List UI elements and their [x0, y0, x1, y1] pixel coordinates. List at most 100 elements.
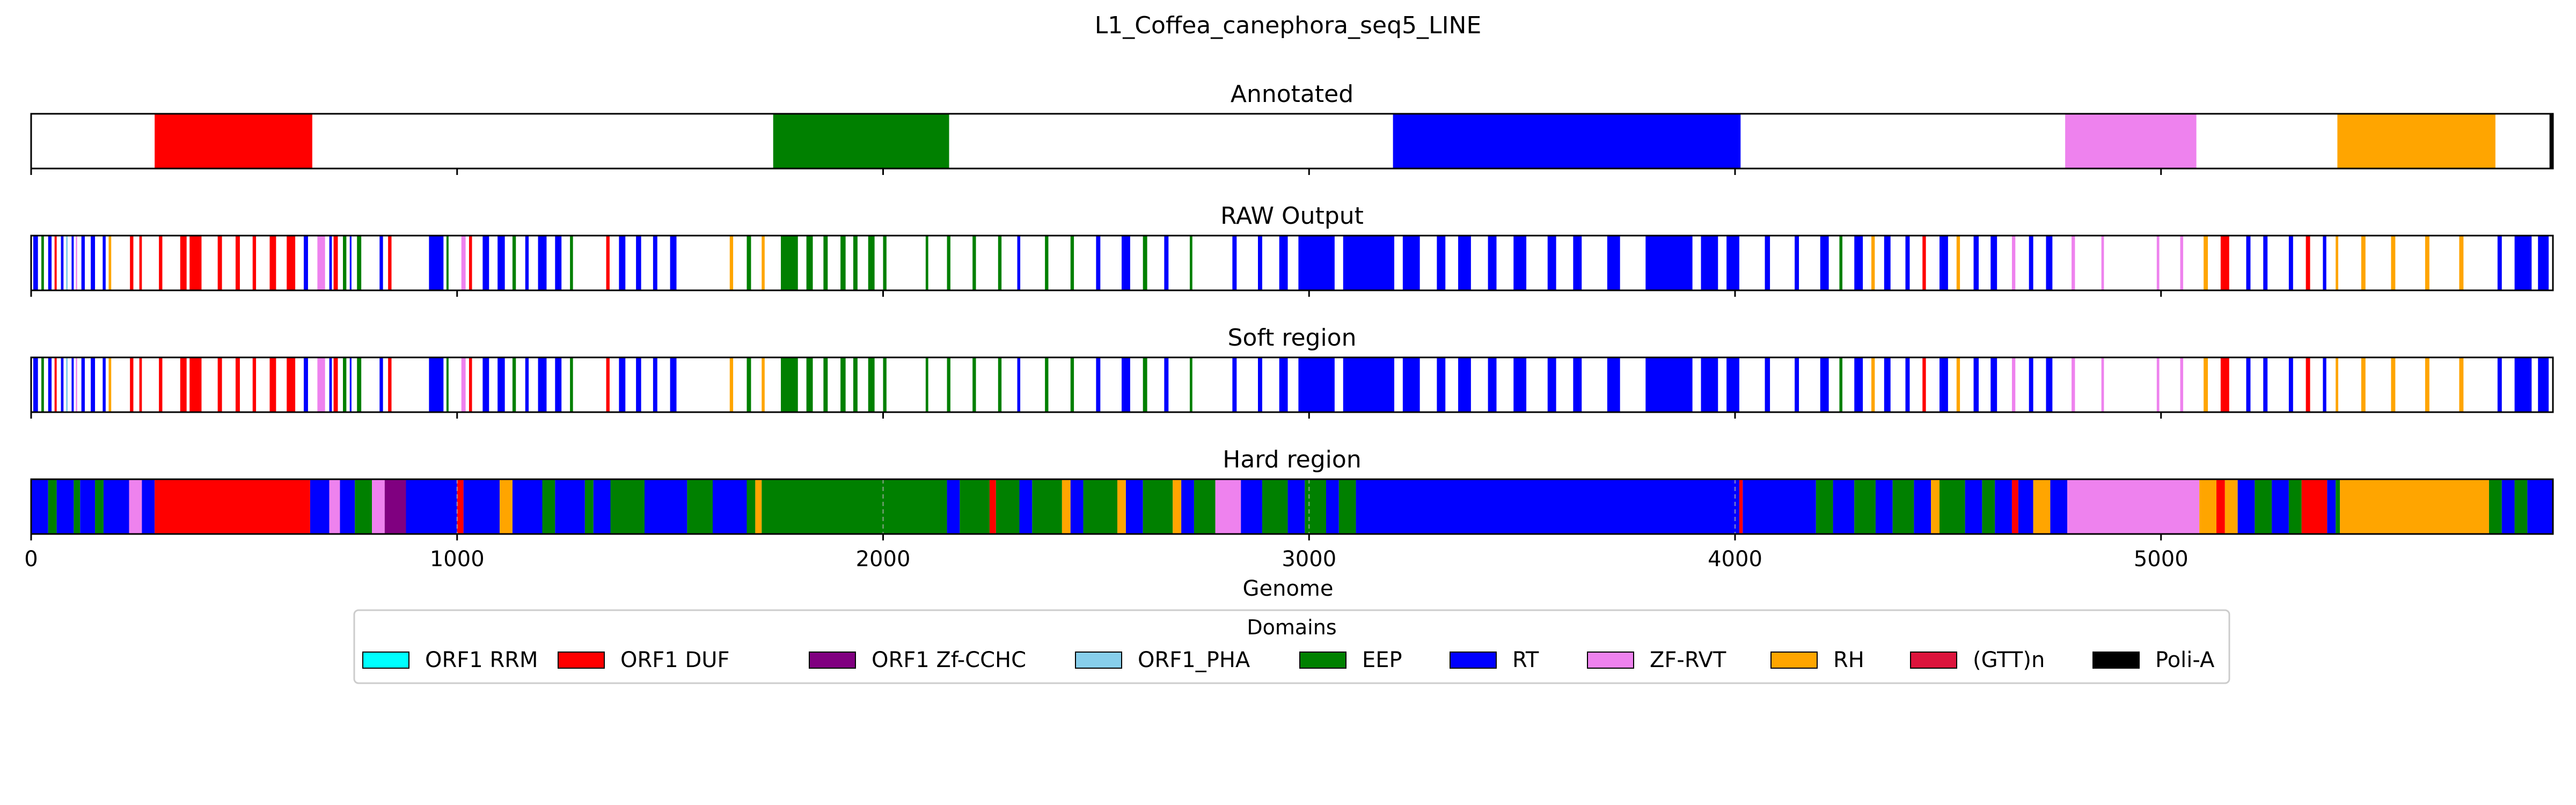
legend-item-orf1-rrm: ORF1 RRM	[362, 648, 538, 672]
segment-rt	[2018, 479, 2033, 534]
legend-label: Poli-A	[2155, 648, 2215, 672]
segment-rt	[538, 357, 547, 412]
segment-orf1-duf	[2306, 236, 2310, 290]
segment-rt	[555, 236, 562, 290]
segment-rt	[2501, 479, 2515, 534]
segment-rt	[2514, 236, 2532, 290]
segment-orf1-duf	[217, 357, 222, 412]
segment-zf-rvt	[2072, 357, 2075, 412]
segment-rt	[2046, 236, 2053, 290]
segment-eep	[1083, 479, 1118, 534]
segment-rt	[1875, 479, 1893, 534]
segment-zf-rvt	[129, 479, 142, 534]
segment-rt	[1607, 357, 1620, 412]
segment-rt	[555, 357, 562, 412]
segment-rt	[2538, 357, 2549, 412]
segment-rt	[1488, 357, 1497, 412]
segment-zf-rvt	[76, 236, 77, 290]
segment-rt	[379, 357, 383, 412]
segment-rt	[340, 479, 355, 534]
segment-eep	[972, 357, 976, 412]
segment-rt	[1820, 236, 1829, 290]
panel-background	[31, 357, 2553, 412]
segment-eep	[1045, 236, 1049, 290]
segment-rt	[349, 236, 352, 290]
segment-orf1-duf	[2306, 357, 2310, 412]
segment-rt	[538, 236, 547, 290]
segment-eep	[1262, 479, 1288, 534]
segment-rt	[329, 236, 332, 290]
segment-rt	[619, 236, 626, 290]
segment-orf1-duf	[388, 357, 392, 412]
segment-rt	[1726, 236, 1739, 290]
segment-rt	[2288, 357, 2293, 412]
segment-eep	[868, 357, 875, 412]
segment-rt	[2497, 236, 2502, 290]
segment-orf1-pha	[66, 357, 68, 412]
segment-rh	[729, 236, 734, 290]
segment-rt	[1995, 479, 2012, 534]
segment-rt	[103, 479, 129, 534]
segment-rt	[2246, 236, 2251, 290]
legend-item-rh: RH	[1770, 648, 1864, 672]
legend-swatch	[1910, 652, 1957, 669]
segment-orf1-duf	[252, 357, 257, 412]
segment-eep	[1940, 479, 1965, 534]
segment-rt	[1488, 236, 1497, 290]
segment-orf1-duf	[2216, 479, 2225, 534]
segment-rt	[653, 236, 657, 290]
segment-eep	[998, 357, 1002, 412]
segment-eep	[823, 357, 828, 412]
segment-rt	[329, 357, 332, 412]
segment-eep	[446, 357, 449, 412]
segment-rh	[2204, 236, 2208, 290]
segment-rt	[2323, 357, 2326, 412]
segment-orf1-duf	[236, 236, 240, 290]
segment-orf1-duf	[469, 357, 472, 412]
segment-orf1-duf	[2220, 357, 2229, 412]
segment-orf1-pha	[66, 236, 68, 290]
segment-rt	[1884, 357, 1891, 412]
segment-rt	[1298, 236, 1335, 290]
legend-item--gtt-n: (GTT)n	[1910, 648, 2045, 672]
segment-zf-rvt	[317, 236, 325, 290]
segment-eep	[1338, 479, 1356, 534]
segment-rt	[1402, 357, 1420, 412]
segment-rt	[2029, 236, 2033, 290]
segment-eep	[853, 236, 858, 290]
segment-rt	[1017, 357, 1021, 412]
segment-rh	[762, 357, 765, 412]
segment-eep	[773, 114, 949, 169]
segment-rt	[497, 236, 505, 290]
segment-eep	[2255, 479, 2272, 534]
segment-rt	[1905, 236, 1910, 290]
segment-rt	[1743, 479, 1816, 534]
segment-rh	[2459, 357, 2464, 412]
segment-orf1-duf	[189, 236, 202, 290]
segment-eep	[823, 236, 828, 290]
segment-rh	[1931, 479, 1940, 534]
panel-title: Soft region	[1228, 324, 1357, 352]
legend-swatch	[809, 652, 856, 669]
segment-eep	[2489, 479, 2502, 534]
legend-swatch	[2092, 652, 2140, 669]
segment-rt	[2029, 357, 2033, 412]
segment-orf1-duf	[287, 236, 296, 290]
legend-label: RH	[1833, 648, 1864, 672]
segment-rh	[755, 479, 762, 534]
segment-orf1-duf	[1922, 236, 1926, 290]
segment-rh	[2340, 479, 2489, 534]
segment-rh	[2199, 479, 2216, 534]
segment-eep	[868, 236, 875, 290]
segment-rt	[1017, 236, 1021, 290]
segment-eep	[1143, 236, 1147, 290]
segment-rt	[1096, 357, 1101, 412]
segment-eep	[2336, 479, 2340, 534]
segment-rt	[525, 357, 529, 412]
segment-orf1-duf	[989, 479, 996, 534]
segment-rh	[2391, 236, 2396, 290]
segment-eep	[357, 236, 362, 290]
segment-eep	[41, 236, 44, 290]
segment-orf1-duf	[189, 357, 202, 412]
segment-rh	[108, 236, 112, 290]
